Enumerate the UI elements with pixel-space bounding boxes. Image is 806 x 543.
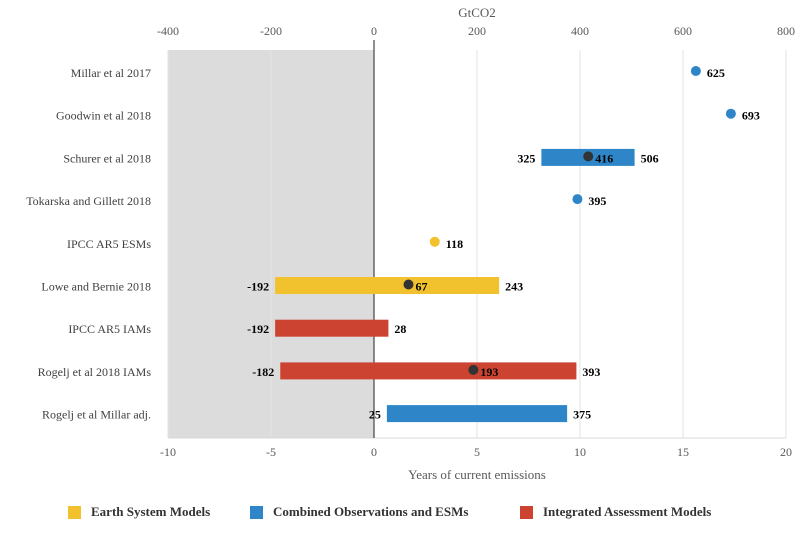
top-tick-label: 0 [371,24,377,38]
central-estimate-marker [468,364,479,375]
high-value-label: 393 [582,365,600,379]
low-value-label: -192 [247,322,269,336]
estimate-point [572,194,583,205]
top-tick-label: -200 [260,24,282,38]
low-value-label: 25 [369,408,381,422]
range-bar [280,362,577,380]
bottom-tick-label: 0 [371,445,377,459]
bottom-tick-label: 10 [574,445,586,459]
low-value-label: -192 [247,280,269,294]
high-value-label: 28 [394,322,406,336]
value-label: 693 [742,109,760,123]
category-label: Lowe and Bernie 2018 [41,280,151,294]
range-bar [275,277,500,294]
estimate-point [690,66,701,76]
bottom-tick-label: 15 [677,445,689,459]
legend-label: Earth System Models [91,504,211,519]
range-bar [275,319,389,337]
legend-item: Combined Observations and ESMs [250,500,468,524]
top-tick-label: 400 [571,24,589,38]
category-label: IPCC AR5 IAMs [68,322,151,336]
legend-swatch [520,505,533,519]
central-value-label: 416 [595,151,613,165]
category-label: Goodwin et al 2018 [56,109,151,123]
high-value-label: 375 [573,408,591,422]
bottom-tick-label: 5 [474,445,480,459]
chart-area: -400 -200 0 200 400 600 800 -10 -5 0 5 10 15 20 Mill… [26,5,795,482]
range-bar [386,405,568,423]
value-label: 118 [446,237,463,251]
legend-label: Integrated Assessment Models [543,504,712,519]
bottom-axis-title: Years of current emissions [408,467,546,482]
legend: Earth System Models Combined Observations… [0,500,806,524]
estimate-point [429,236,440,247]
low-value-label: 325 [517,151,535,165]
top-tick-label: 800 [777,24,795,38]
legend-swatch [68,505,81,519]
category-label: Rogelj et al Millar adj. [42,408,151,422]
category-label: Rogelj et al 2018 IAMs [38,365,152,379]
central-value-label: 193 [480,365,498,379]
low-value-label: -182 [252,365,274,379]
top-axis-title: GtCO2 [458,5,496,20]
central-estimate-marker [583,151,594,162]
high-value-label: 243 [505,280,523,294]
bottom-tick-label: -10 [160,445,176,459]
estimate-point [725,108,736,119]
legend-swatch [250,505,263,519]
top-tick-label: 600 [674,24,692,38]
value-label: 625 [707,66,725,80]
value-label: 395 [588,194,606,208]
bottom-tick-label: 20 [780,445,792,459]
top-tick-label: 200 [468,24,486,38]
bottom-tick-label: -5 [266,445,276,459]
legend-label: Combined Observations and ESMs [273,504,469,519]
category-label: IPCC AR5 ESMs [67,237,151,251]
category-label: Schurer et al 2018 [63,151,151,165]
central-estimate-marker [403,279,414,290]
high-value-label: 506 [641,151,659,165]
legend-item: Integrated Assessment Models [520,500,711,524]
legend-item: Earth System Models [68,500,210,524]
central-value-label: 67 [416,280,428,294]
category-label: Millar et al 2017 [71,66,151,80]
top-tick-label: -400 [157,24,179,38]
category-label: Tokarska and Gillett 2018 [26,194,151,208]
